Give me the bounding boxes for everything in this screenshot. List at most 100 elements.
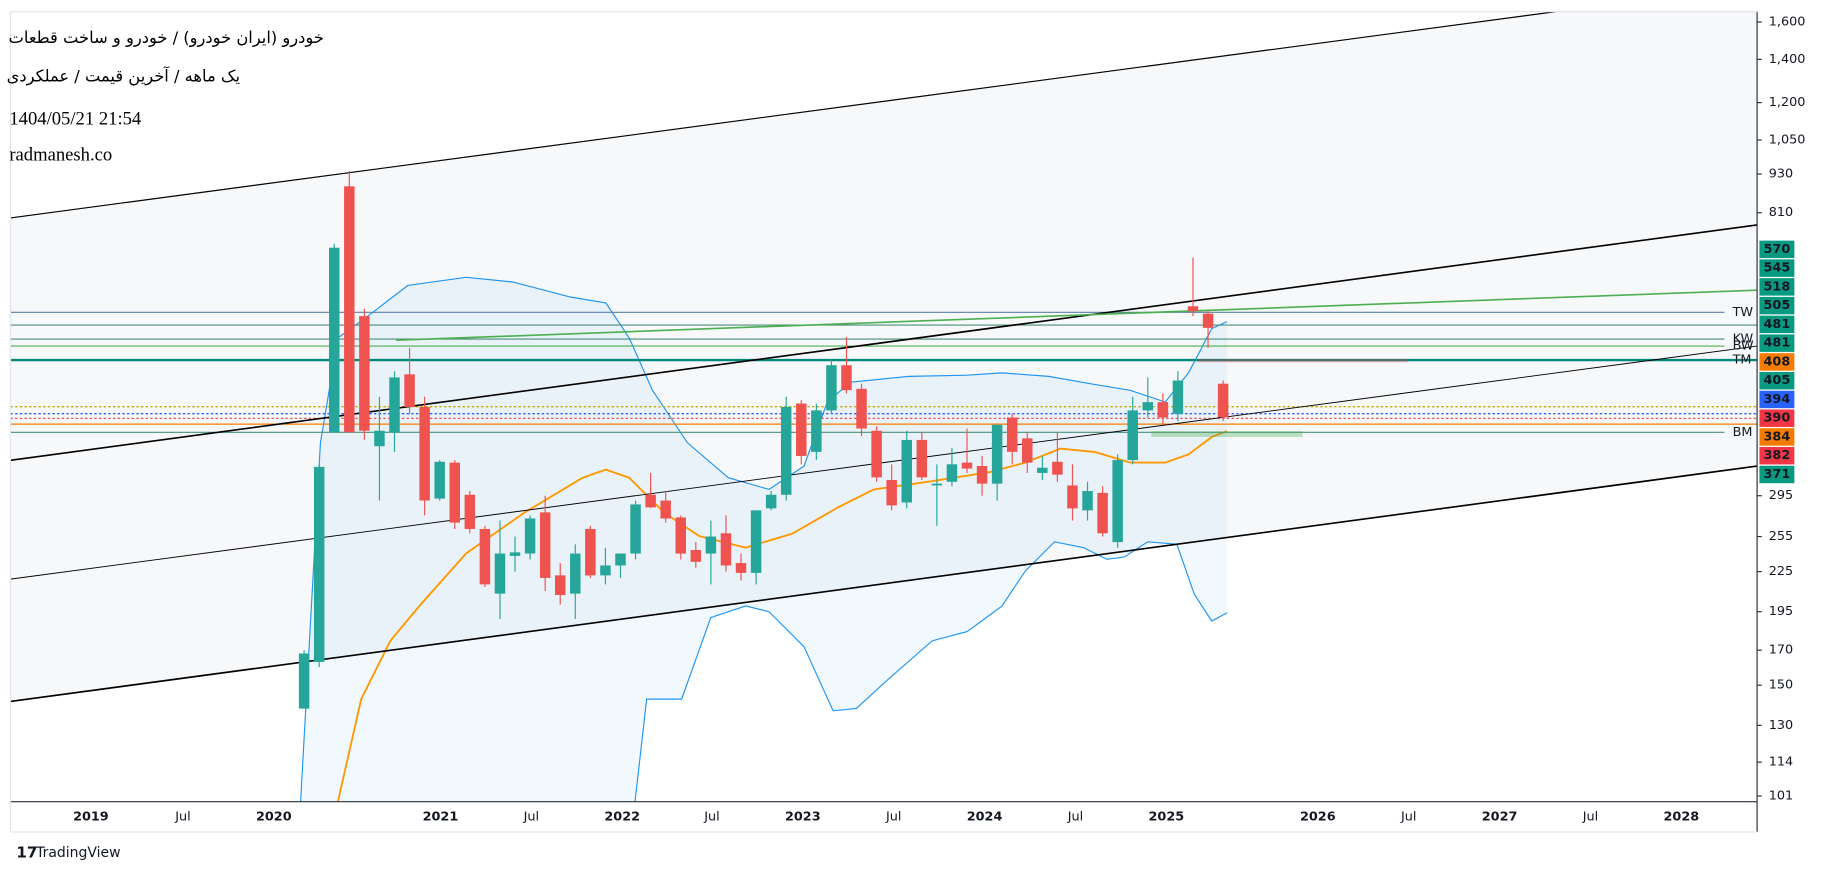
price-label: 545 xyxy=(1764,261,1791,276)
candle-body xyxy=(1217,383,1229,418)
candle-body xyxy=(615,553,626,566)
candles xyxy=(298,171,1229,709)
trend-line xyxy=(10,224,1758,462)
x-tick-label: 2021 xyxy=(423,809,459,824)
candle-body xyxy=(796,403,807,456)
price-label: 408 xyxy=(1764,354,1791,369)
candle-body xyxy=(856,388,867,429)
candle-body xyxy=(509,552,521,556)
y-tick-label: 225 xyxy=(1769,564,1793,579)
candle-body xyxy=(961,462,973,469)
level-label: BW xyxy=(1733,339,1754,354)
candle-body xyxy=(1142,402,1154,411)
x-tick-label: 2024 xyxy=(967,809,1003,824)
level-label: KW xyxy=(1733,332,1754,347)
price-label-box xyxy=(1759,240,1795,259)
y-tick-label: 130 xyxy=(1769,718,1793,733)
candle-body xyxy=(328,247,340,433)
candle-body xyxy=(991,424,1003,484)
candle-body xyxy=(585,528,596,576)
price-label-box xyxy=(1759,465,1795,484)
candle-body xyxy=(1157,402,1169,418)
bollinger-fill xyxy=(300,277,1227,802)
candle-body xyxy=(1006,417,1018,452)
y-tick-label: 930 xyxy=(1769,167,1793,182)
candle-body xyxy=(901,439,912,503)
x-tick-label: 2027 xyxy=(1482,809,1518,824)
level-label: BM xyxy=(1733,425,1753,440)
candle-body xyxy=(554,575,566,595)
candle-body xyxy=(690,550,702,562)
candle-body xyxy=(1082,491,1093,511)
price-label: 390 xyxy=(1764,411,1791,426)
price-label-box xyxy=(1759,259,1795,277)
watermark: radmanesh.co xyxy=(9,144,112,165)
candle-body xyxy=(298,653,310,709)
candle-body xyxy=(1052,461,1063,475)
price-label: 382 xyxy=(1764,448,1791,463)
price-label: 481 xyxy=(1764,317,1791,332)
candle-body xyxy=(1127,410,1138,461)
x-tick-label: 2026 xyxy=(1300,809,1336,824)
x-tick-label: Jul xyxy=(1582,809,1598,824)
trend-line xyxy=(10,345,1758,580)
date: 1404/05/21 21:54 xyxy=(9,108,142,129)
candle-body xyxy=(464,494,476,529)
candle-body xyxy=(946,464,958,482)
x-tick-label: Jul xyxy=(1400,809,1416,824)
candle-body xyxy=(630,504,641,554)
price-label: 371 xyxy=(1764,467,1791,482)
y-tick-label: 255 xyxy=(1769,529,1793,544)
y-tick-label: 1,400 xyxy=(1769,52,1806,67)
candle-body xyxy=(645,494,656,508)
trend-line xyxy=(396,289,1758,342)
candle-body xyxy=(1172,380,1184,414)
price-label-box xyxy=(1759,353,1795,371)
x-tick-label: 2028 xyxy=(1664,809,1700,824)
candle-body xyxy=(494,553,506,594)
chart-subtitle: یک ماهه / آخرین قیمت / عملکردی xyxy=(7,66,240,86)
candle-body xyxy=(826,365,837,411)
candle-body xyxy=(916,439,928,478)
price-label: 505 xyxy=(1764,298,1791,313)
indicators xyxy=(300,276,1228,802)
y-tick-label: 170 xyxy=(1769,643,1793,658)
bollinger-upper xyxy=(300,276,1228,802)
price-label-box xyxy=(1759,390,1795,409)
candle-body xyxy=(524,518,536,554)
y-tick-label: 1,200 xyxy=(1769,95,1806,110)
candle-body xyxy=(931,483,943,486)
candle-body xyxy=(765,494,777,509)
candle-body xyxy=(313,466,325,662)
candle-body xyxy=(780,406,792,495)
candle-body xyxy=(374,430,385,447)
y-tick-label: 810 xyxy=(1769,205,1793,220)
candle-body xyxy=(389,377,400,433)
price-label-box xyxy=(1759,409,1795,427)
y-tick-label: 150 xyxy=(1769,678,1793,693)
candle-body xyxy=(976,466,988,484)
price-label: 481 xyxy=(1764,336,1791,351)
x-tick-label: Jul xyxy=(885,809,901,824)
candle-body xyxy=(1202,313,1214,328)
channel-fill xyxy=(10,11,1758,702)
candle-body xyxy=(1097,492,1108,534)
level-label: TM xyxy=(1732,353,1752,368)
candle-body xyxy=(600,565,611,576)
x-tick-label: Jul xyxy=(174,809,190,824)
zone xyxy=(1197,358,1408,363)
candle-body xyxy=(720,533,732,566)
price-label: 570 xyxy=(1764,242,1791,257)
candle-body xyxy=(434,461,445,499)
levels xyxy=(10,311,1758,437)
y-tick-label: 101 xyxy=(1769,789,1793,804)
price-label-box xyxy=(1759,428,1795,446)
brand-logo: 𝟭𝟳 xyxy=(16,843,37,861)
chart-title: خودرو (ایران خودرو) / خودرو و ساخت قطعات xyxy=(9,28,324,48)
candle-body xyxy=(449,462,461,523)
x-tick-label: Jul xyxy=(1067,809,1083,824)
candle-body xyxy=(479,528,491,585)
candle-body xyxy=(404,374,415,407)
